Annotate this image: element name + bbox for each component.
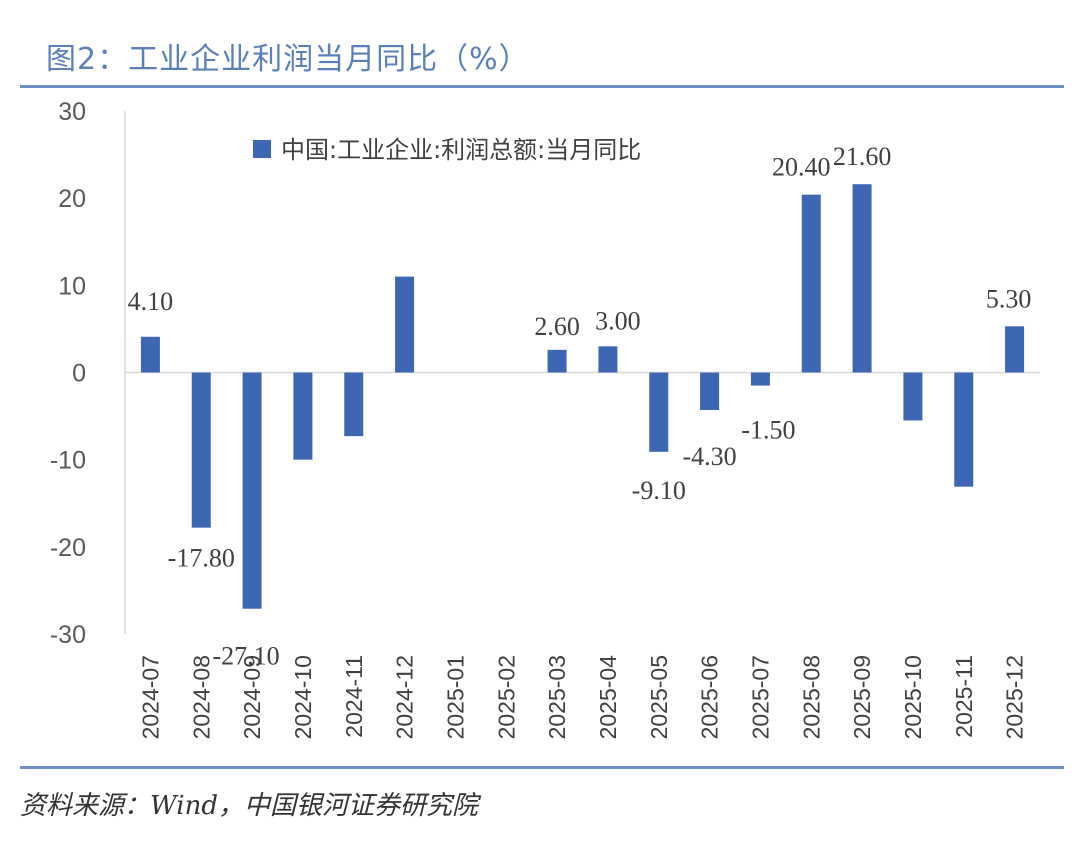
data-label-2025-05: -9.10 [632, 476, 686, 505]
legend: 中国:工业企业:利润总额:当月同比 [253, 136, 641, 164]
bar-2024-08 [191, 372, 211, 528]
source-rule [20, 766, 1064, 769]
x-tick-label: 2024-11 [341, 655, 367, 738]
x-tick-label: 2025-06 [697, 655, 723, 739]
x-tick-label: 2025-02 [493, 655, 519, 739]
y-tick-label: 30 [58, 98, 86, 126]
data-label-2025-06: -4.30 [682, 442, 736, 471]
x-tick-label: 2025-07 [747, 655, 773, 739]
y-tick-label: 0 [72, 360, 86, 388]
x-tick-label: 2024-09 [239, 655, 265, 739]
bar-2025-06 [700, 372, 720, 410]
bar-2024-12 [395, 276, 415, 373]
data-label-2025-03: 2.60 [534, 312, 580, 341]
x-tick-label: 2024-10 [290, 655, 316, 739]
y-tick-label: 20 [58, 185, 86, 213]
x-tick-label: 2025-04 [595, 655, 621, 740]
bar-2024-10 [293, 372, 313, 460]
bar-2025-10 [903, 372, 923, 421]
data-label-2025-12: 5.30 [986, 284, 1032, 313]
y-axis: 30 20 10 0 -10 -20 -30 [50, 98, 1040, 649]
x-tick-label: 2025-09 [849, 655, 875, 739]
x-tick-label: 2024-07 [137, 655, 163, 739]
x-tick-label: 2025-12 [1002, 655, 1028, 739]
title-rule [20, 85, 1064, 88]
bar-2024-11 [344, 372, 364, 437]
bar-2024-07 [140, 336, 160, 373]
data-labels: 4.10 -17.80 -27.10 2.60 3.00 -9.10 -4.30-1.50 2… [128, 142, 1032, 671]
bar-2025-09 [852, 184, 872, 373]
source-note: 资料来源：Wind，中国银河证券研究院 [20, 791, 478, 821]
data-label-2025-09: 21.60 [833, 142, 892, 171]
y-tick-label: -20 [50, 534, 86, 562]
bar-2024-09 [242, 372, 262, 609]
x-tick-label: 2025-01 [442, 655, 468, 739]
data-label-2024-07: 4.10 [128, 287, 174, 316]
bar-2025-08 [801, 194, 821, 373]
data-label-2025-04: 3.00 [595, 306, 641, 335]
figure-title: 图2：工业企业利润当月同比（%） [46, 42, 530, 77]
bar-2025-04 [598, 346, 618, 373]
y-tick-label: -10 [50, 447, 86, 475]
data-label-2024-09: -27.10 [212, 642, 279, 671]
y-tick-label: -30 [50, 621, 86, 649]
bar-2025-07 [750, 372, 770, 386]
x-tick-label: 2024-08 [188, 655, 214, 739]
bar-2025-05 [649, 372, 669, 452]
x-tick-label: 2025-05 [646, 655, 672, 739]
x-axis: 2024-07 2024-08 2024-09 2024-10 2024-11 2024-… [137, 655, 1027, 740]
x-tick-label: 2025-03 [544, 655, 570, 739]
bar-2025-11 [954, 372, 974, 487]
data-label-2024-08: -17.80 [168, 544, 235, 573]
bar-2025-03 [547, 349, 567, 373]
x-tick-label: 2025-11 [951, 655, 977, 738]
legend-label: 中国:工业企业:利润总额:当月同比 [281, 136, 641, 164]
bar-chart: 30 20 10 0 -10 -20 -30 4.10 -17.80 -27.10 2.60 3.0… [50, 98, 1040, 740]
x-tick-label: 2025-10 [900, 655, 926, 739]
legend-swatch [253, 140, 271, 158]
bar-2025-12 [1005, 326, 1025, 373]
bars [140, 184, 1025, 609]
x-tick-label: 2025-08 [798, 655, 824, 739]
data-label-2025-08: 20.40 [772, 153, 831, 182]
data-label-2025-07: -1.50 [741, 416, 795, 445]
y-tick-label: 10 [58, 272, 86, 300]
x-tick-label: 2024-12 [392, 655, 418, 739]
